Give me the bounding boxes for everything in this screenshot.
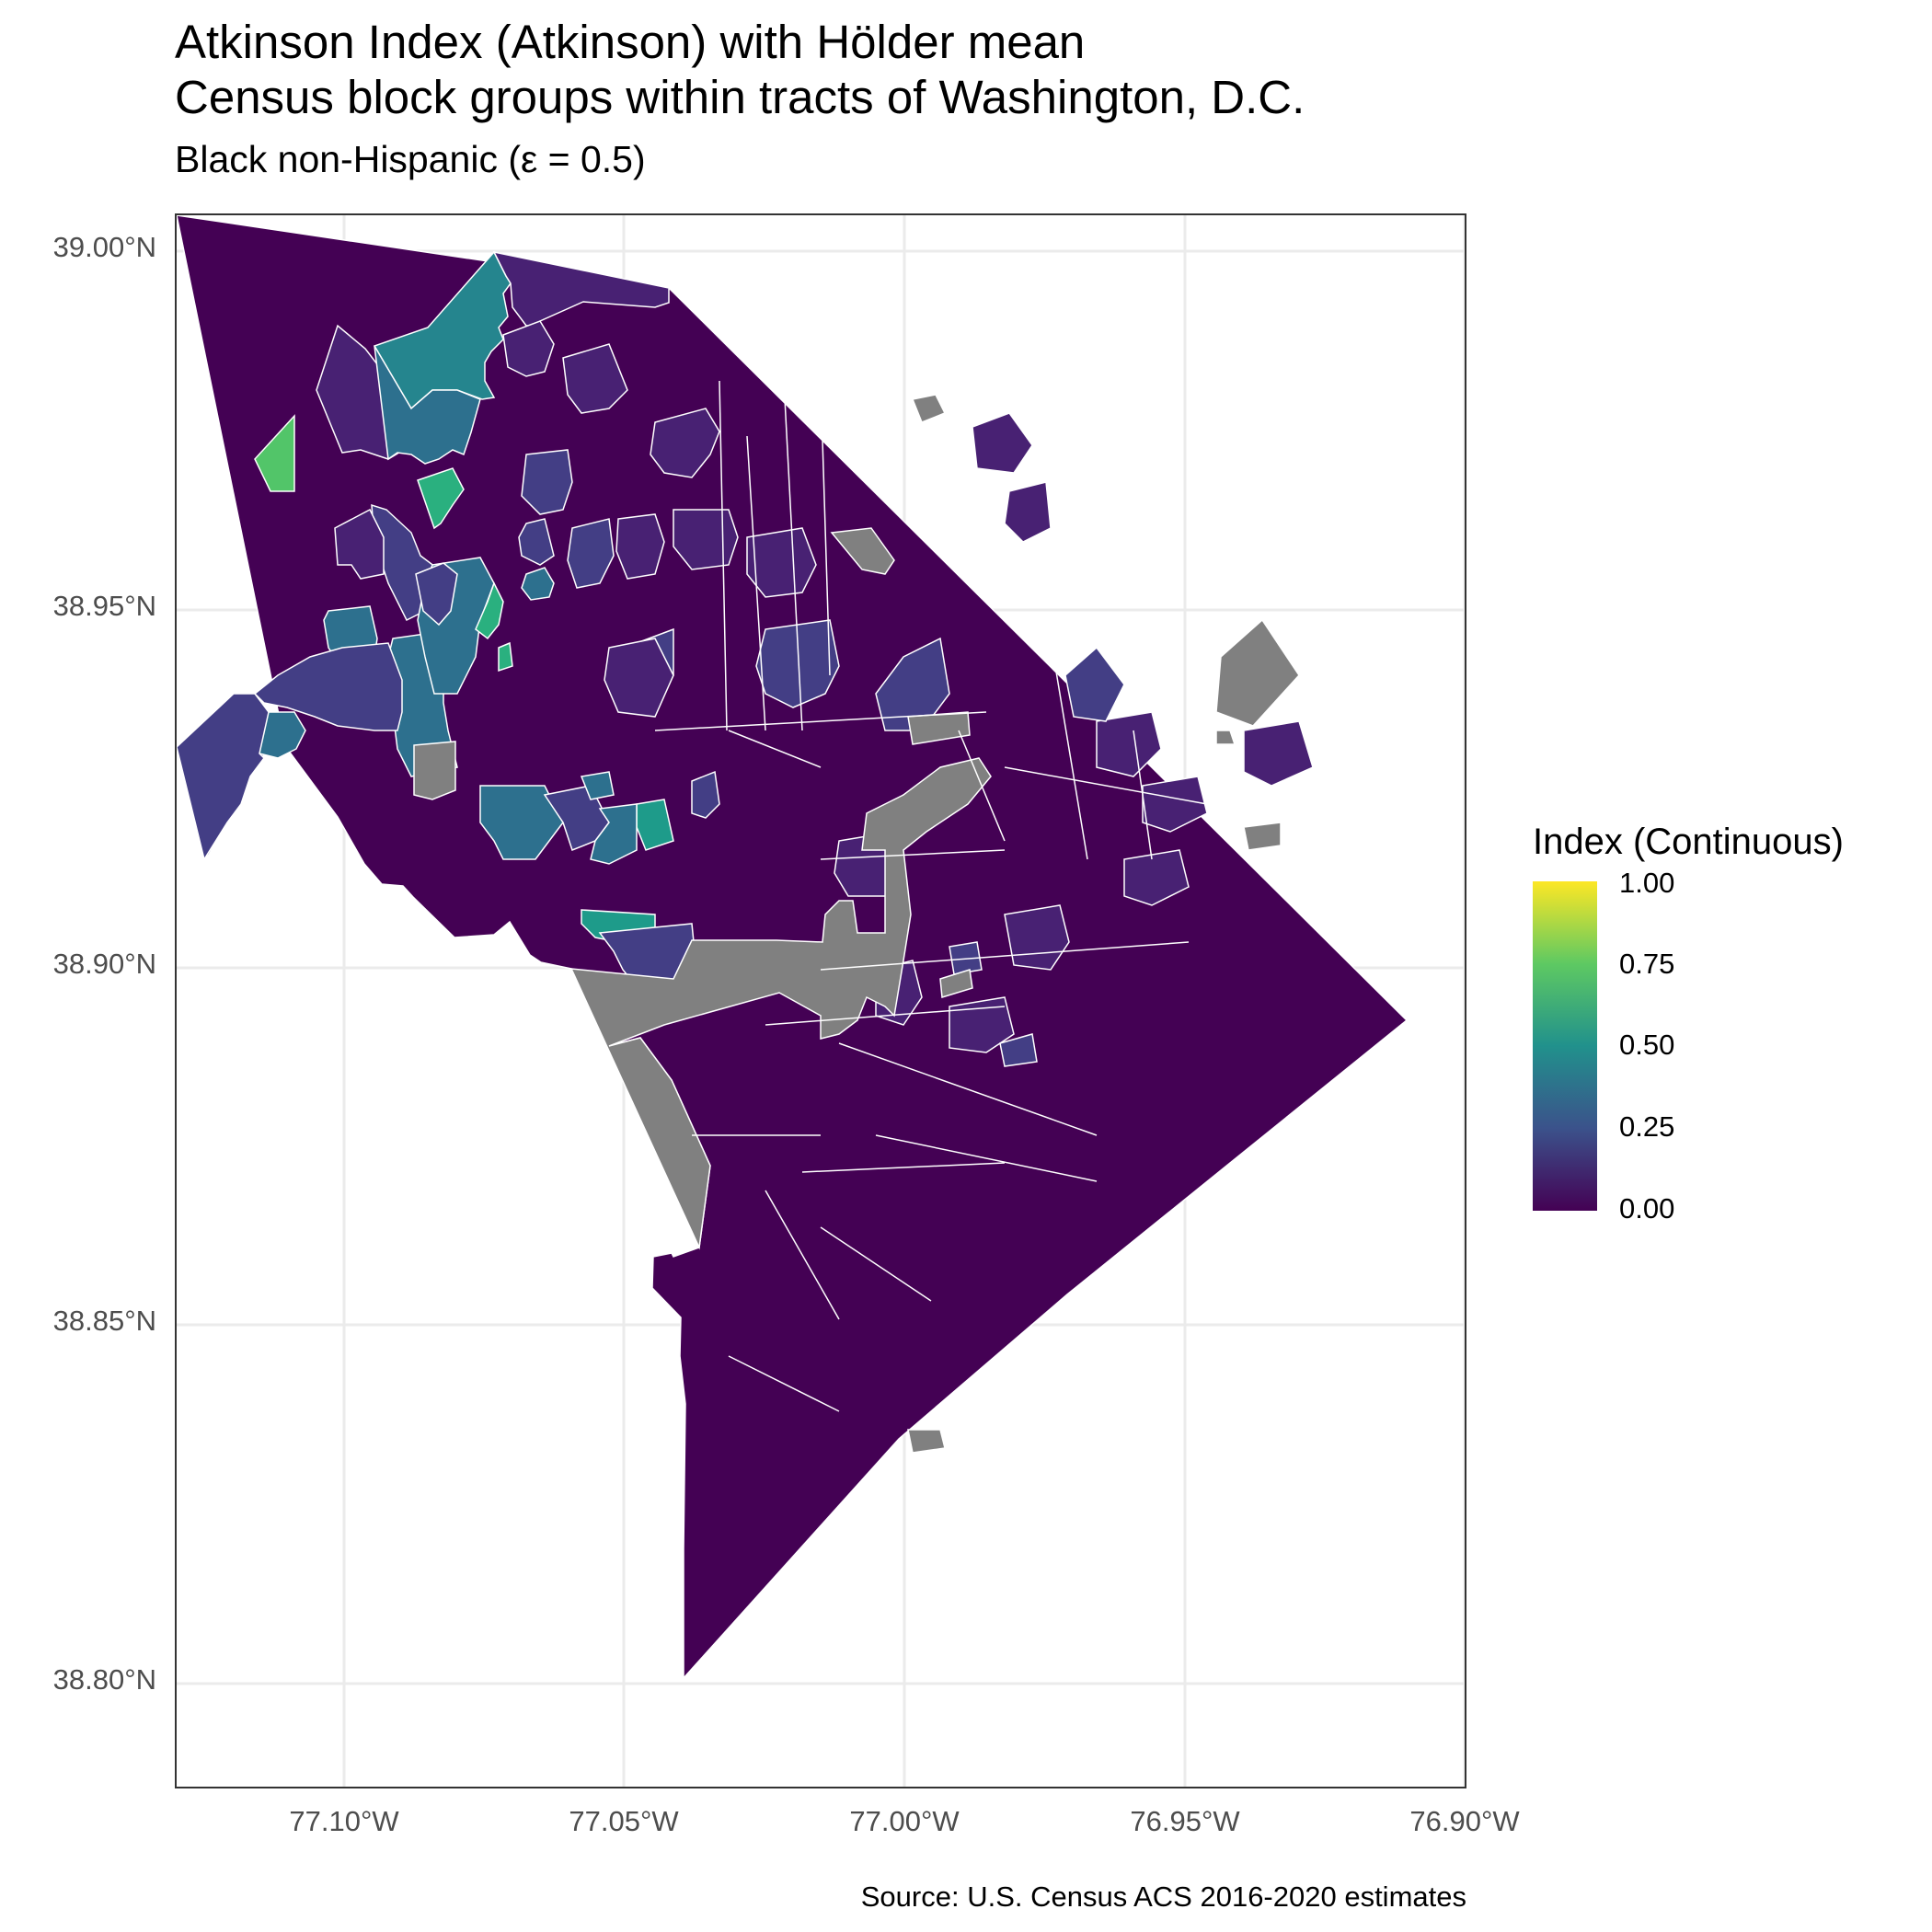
legend-colorbar	[1533, 881, 1597, 1211]
block-group-boundary	[783, 380, 803, 731]
legend-tick-label: 0.50	[1619, 1029, 1675, 1061]
block-group	[590, 803, 638, 865]
y-tick-label: 38.95°N	[52, 590, 156, 622]
block-group	[1123, 849, 1190, 906]
block-group	[374, 345, 481, 465]
block-group	[580, 771, 615, 800]
x-tick-label: 77.05°W	[569, 1805, 679, 1837]
block-group-boundary	[765, 1190, 840, 1320]
block-group-boundary	[838, 1042, 1098, 1136]
block-group	[334, 508, 385, 580]
block-group	[253, 642, 403, 731]
block-group-boundary	[746, 435, 766, 731]
block-group	[746, 527, 817, 598]
block-group	[604, 638, 674, 718]
map-panel	[175, 213, 1466, 1788]
block-group-boundary	[765, 1006, 1006, 1026]
block-group-boundary	[820, 1226, 932, 1302]
block-group-boundary	[875, 1134, 1098, 1182]
y-tick-label: 38.80°N	[52, 1663, 156, 1696]
block-group-na	[569, 757, 992, 1250]
block-group-boundary	[1004, 766, 1208, 805]
x-tick-label: 77.10°W	[289, 1805, 399, 1837]
source-caption: Source: U.S. Census ACS 2016-2020 estima…	[860, 1880, 1466, 1913]
block-group-boundary	[820, 849, 1006, 860]
block-group	[1243, 720, 1314, 787]
block-group	[1096, 711, 1162, 777]
block-group	[417, 467, 465, 530]
block-group	[475, 581, 504, 640]
block-group-boundary	[820, 941, 1190, 971]
chart-title-line-1: Atkinson Index (Atkinson) with Hölder me…	[175, 16, 1086, 68]
y-tick-label: 39.00°N	[52, 231, 156, 263]
block-group	[498, 641, 513, 673]
block-group	[502, 320, 555, 377]
block-group-boundary	[719, 380, 728, 731]
block-group	[1004, 481, 1052, 543]
chart-subtitle: Black non-Hispanic (ε = 0.5)	[175, 138, 646, 180]
block-group-na	[413, 741, 456, 800]
x-tick-label: 76.90°W	[1409, 1805, 1520, 1837]
block-group-boundary	[1050, 638, 1088, 860]
choropleth-map	[177, 215, 1465, 1787]
block-group-na	[911, 394, 947, 423]
legend-tick-label: 0.25	[1619, 1110, 1675, 1143]
block-group	[875, 637, 950, 731]
block-group	[650, 408, 720, 478]
block-group	[1004, 904, 1070, 971]
block-group-boundary	[820, 380, 831, 676]
block-group-boundary	[958, 730, 1006, 842]
block-group-boundary	[654, 711, 987, 731]
block-group-na	[1243, 822, 1282, 851]
block-group	[673, 509, 739, 570]
legend-tick-label: 0.75	[1619, 948, 1675, 980]
block-group-na	[939, 969, 973, 998]
chart-title-line-2: Census block groups within tracts of Was…	[175, 71, 1305, 123]
block-group-boundary	[1133, 730, 1153, 860]
block-group	[615, 513, 665, 580]
block-group	[999, 1033, 1038, 1067]
block-group	[177, 693, 270, 861]
block-group-na	[1215, 730, 1236, 745]
block-group-boundary	[728, 1355, 840, 1412]
block-group	[521, 449, 573, 515]
block-group	[415, 562, 458, 627]
x-tick-label: 77.00°W	[849, 1805, 960, 1837]
block-group	[518, 518, 555, 566]
legend-title: Index (Continuous)	[1533, 822, 1844, 862]
y-tick-label: 38.85°N	[52, 1305, 156, 1337]
block-group	[521, 567, 555, 601]
y-tick-label: 38.90°N	[52, 948, 156, 980]
block-group-boundary	[801, 1162, 1006, 1173]
block-group-na	[907, 1429, 946, 1454]
block-group	[755, 619, 840, 708]
legend-tick-label: 1.00	[1619, 867, 1675, 899]
block-group	[479, 785, 564, 860]
x-tick-label: 76.95°W	[1130, 1805, 1240, 1837]
block-group-na	[1215, 618, 1300, 727]
block-group	[972, 412, 1033, 474]
legend-tick-label: 0.00	[1619, 1192, 1675, 1225]
block-group	[562, 343, 628, 414]
block-group	[1142, 776, 1208, 833]
block-group	[254, 414, 295, 492]
block-group	[691, 770, 720, 819]
block-group-boundary	[728, 730, 822, 768]
block-group-na	[830, 527, 895, 575]
block-group	[1064, 646, 1125, 722]
block-group	[567, 518, 615, 589]
